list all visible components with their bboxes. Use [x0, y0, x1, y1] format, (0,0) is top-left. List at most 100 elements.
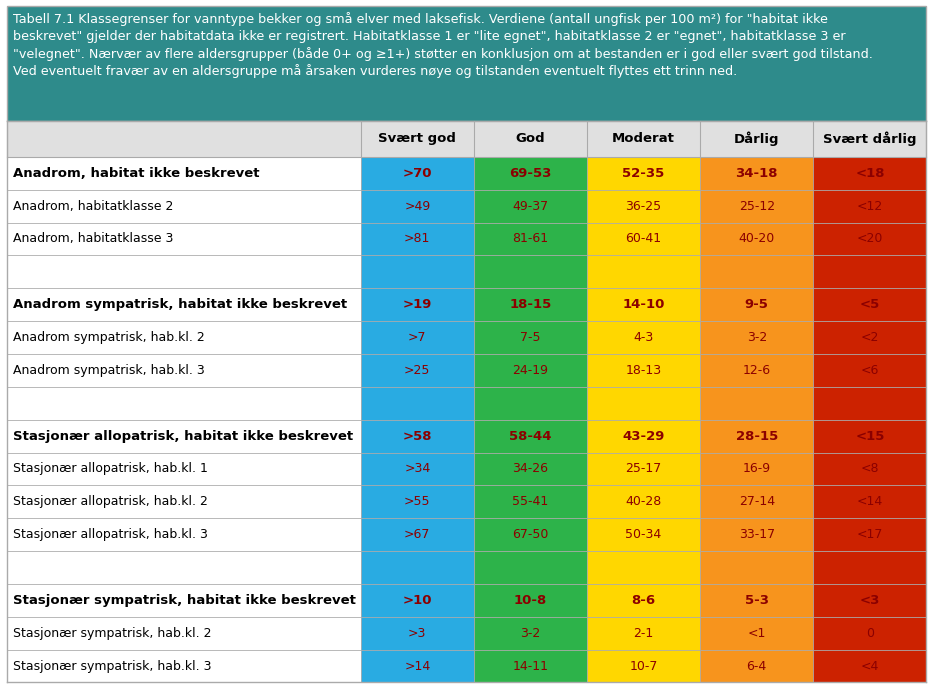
- Bar: [814, 223, 926, 255]
- Text: >7: >7: [408, 331, 426, 344]
- Bar: [587, 584, 700, 616]
- Bar: [7, 551, 361, 584]
- Bar: [700, 321, 814, 354]
- Text: Stasjonær allopatrisk, hab.kl. 2: Stasjonær allopatrisk, hab.kl. 2: [13, 495, 208, 508]
- Text: 16-9: 16-9: [743, 462, 771, 475]
- Bar: [7, 190, 361, 223]
- Text: 18-13: 18-13: [625, 364, 661, 377]
- Text: Stasjonær allopatrisk, habitat ikke beskrevet: Stasjonær allopatrisk, habitat ikke besk…: [13, 429, 354, 442]
- Text: 14-11: 14-11: [512, 660, 549, 673]
- Bar: [700, 649, 814, 682]
- Bar: [361, 617, 474, 649]
- Bar: [587, 486, 700, 518]
- Bar: [700, 255, 814, 288]
- Bar: [7, 223, 361, 255]
- Text: 28-15: 28-15: [735, 429, 778, 442]
- Text: Anadrom sympatrisk, hab.kl. 3: Anadrom sympatrisk, hab.kl. 3: [13, 364, 205, 377]
- Bar: [361, 584, 474, 616]
- Text: <12: <12: [856, 200, 883, 213]
- Text: Tabell 7.1 Klassegrenser for vanntype bekker og små elver med laksefisk. Verdien: Tabell 7.1 Klassegrenser for vanntype be…: [13, 12, 873, 78]
- Text: 34-18: 34-18: [735, 166, 778, 180]
- Bar: [474, 518, 587, 551]
- Text: Stasjonær allopatrisk, hab.kl. 1: Stasjonær allopatrisk, hab.kl. 1: [13, 462, 208, 475]
- Bar: [814, 551, 926, 584]
- Text: 8-6: 8-6: [632, 594, 656, 607]
- Text: 3-2: 3-2: [746, 331, 767, 344]
- Bar: [361, 420, 474, 453]
- Bar: [7, 121, 926, 157]
- Bar: [700, 288, 814, 321]
- Bar: [361, 486, 474, 518]
- Text: Svært god: Svært god: [379, 133, 456, 145]
- Text: >67: >67: [404, 528, 430, 541]
- Bar: [587, 288, 700, 321]
- Bar: [361, 354, 474, 387]
- Text: 58-44: 58-44: [509, 429, 551, 442]
- Bar: [700, 420, 814, 453]
- Bar: [814, 387, 926, 420]
- Text: 25-17: 25-17: [625, 462, 661, 475]
- Text: Moderat: Moderat: [612, 133, 675, 145]
- Text: Stasjonær allopatrisk, hab.kl. 3: Stasjonær allopatrisk, hab.kl. 3: [13, 528, 208, 541]
- Bar: [7, 486, 361, 518]
- Text: Anadrom sympatrisk, habitat ikke beskrevet: Anadrom sympatrisk, habitat ikke beskrev…: [13, 298, 347, 311]
- Text: 55-41: 55-41: [512, 495, 549, 508]
- Bar: [474, 157, 587, 190]
- Bar: [474, 486, 587, 518]
- Bar: [700, 157, 814, 190]
- Bar: [587, 453, 700, 486]
- Text: 4-3: 4-3: [634, 331, 654, 344]
- Bar: [361, 190, 474, 223]
- Text: >70: >70: [402, 166, 432, 180]
- Text: 40-20: 40-20: [739, 233, 775, 246]
- Text: <8: <8: [860, 462, 879, 475]
- Text: 33-17: 33-17: [739, 528, 774, 541]
- Bar: [474, 649, 587, 682]
- Bar: [474, 551, 587, 584]
- Bar: [814, 321, 926, 354]
- Text: <3: <3: [859, 594, 880, 607]
- Text: >49: >49: [404, 200, 430, 213]
- Bar: [474, 453, 587, 486]
- Bar: [474, 387, 587, 420]
- Text: <18: <18: [856, 166, 884, 180]
- Bar: [587, 387, 700, 420]
- Text: <2: <2: [861, 331, 879, 344]
- Bar: [587, 617, 700, 649]
- Bar: [587, 518, 700, 551]
- Bar: [7, 321, 361, 354]
- Bar: [814, 420, 926, 453]
- Text: 69-53: 69-53: [509, 166, 551, 180]
- Bar: [7, 649, 361, 682]
- Text: <1: <1: [747, 627, 766, 640]
- Text: <4: <4: [861, 660, 879, 673]
- Text: Dårlig: Dårlig: [734, 131, 779, 147]
- Bar: [7, 617, 361, 649]
- Bar: [587, 190, 700, 223]
- Text: Anadrom sympatrisk, hab.kl. 2: Anadrom sympatrisk, hab.kl. 2: [13, 331, 205, 344]
- Text: <17: <17: [856, 528, 883, 541]
- Bar: [474, 354, 587, 387]
- Bar: [814, 255, 926, 288]
- Bar: [474, 584, 587, 616]
- Bar: [7, 255, 361, 288]
- Text: <14: <14: [856, 495, 883, 508]
- Text: 24-19: 24-19: [512, 364, 549, 377]
- Bar: [361, 551, 474, 584]
- Text: 5-3: 5-3: [745, 594, 769, 607]
- Text: 0: 0: [866, 627, 874, 640]
- Text: God: God: [516, 133, 545, 145]
- Text: Stasjonær sympatrisk, habitat ikke beskrevet: Stasjonær sympatrisk, habitat ikke beskr…: [13, 594, 355, 607]
- Text: 12-6: 12-6: [743, 364, 771, 377]
- Text: 60-41: 60-41: [625, 233, 661, 246]
- Text: 9-5: 9-5: [745, 298, 769, 311]
- Bar: [474, 321, 587, 354]
- Text: >55: >55: [404, 495, 430, 508]
- Bar: [587, 354, 700, 387]
- Bar: [474, 223, 587, 255]
- Text: 27-14: 27-14: [739, 495, 774, 508]
- Text: 6-4: 6-4: [746, 660, 767, 673]
- Bar: [361, 518, 474, 551]
- Text: >19: >19: [403, 298, 432, 311]
- Text: 3-2: 3-2: [521, 627, 540, 640]
